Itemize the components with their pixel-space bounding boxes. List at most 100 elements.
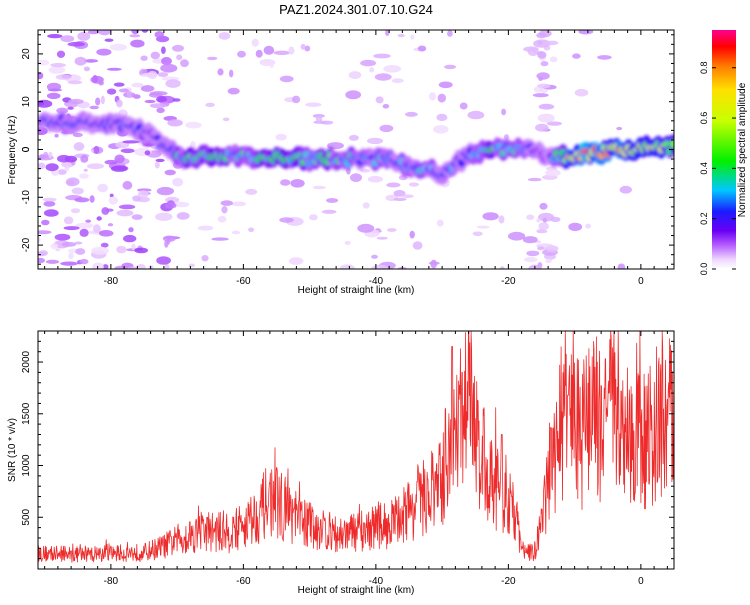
heatmap-speckle [232,230,241,235]
heatmap-speckle [74,197,90,203]
heatmap-speckle [255,49,263,58]
heatmap-speckle [176,212,190,220]
heatmap-speckle [131,214,143,220]
heatmap-speckle [367,175,383,183]
heatmap-speckle [539,202,548,210]
heatmap-speckle [504,134,509,140]
heatmap-speckle [340,264,355,269]
snr-panel: -80 -60 -40 -20 0 500 1000 1500 2000 Height of s… [7,330,675,596]
heatmap-speckle [111,165,128,172]
heatmap-speckle [64,166,70,172]
heatmap-speckle [68,98,84,105]
heatmap-speckle [96,216,102,221]
heatmap-speckle [130,39,145,48]
heatmap-speckle [115,141,130,149]
heatmap-speckle [55,248,61,252]
heatmap-speckle [161,57,172,66]
heatmap-speckle [38,72,44,80]
heatmap-speckle [67,41,85,47]
ytick-label: 0 [21,146,32,152]
heatmap-speckle [46,92,61,100]
heatmap-speckle [144,99,156,104]
heatmap-speckle [229,69,234,78]
heatmap-speckle [408,182,419,187]
heatmap-speckle [482,212,499,221]
heatmap-speckle [501,108,507,116]
heatmap-speckle [288,46,295,55]
heatmap-speckle [83,168,88,172]
heatmap-speckle [129,34,141,38]
heatmap-speckle [429,92,436,101]
heatmap-speckle [97,30,112,36]
heatmap-speckle [545,169,561,177]
heatmap-speckle [98,80,104,86]
ytick-label: 2000 [21,350,32,373]
heatmap-speckle [405,111,418,117]
heatmap-speckle [63,226,80,231]
snr-series-line [38,331,674,563]
heatmap-speckle [162,235,176,242]
heatmap-speckle [68,252,74,260]
heatmap-speckle [54,233,71,241]
heatmap-speckle [290,179,305,188]
heatmap-speckle [537,113,555,123]
heatmap-speckle [221,206,228,214]
heatmap-speckle [476,225,490,229]
heatmap-speckle [160,63,178,73]
heatmap-speckle [536,229,548,234]
heatmap-speckle [38,257,45,264]
heatmap-speckle [149,103,166,109]
colorbar-tick-label: 0.0 [699,263,709,276]
heatmap-speckle [116,99,123,108]
heatmap-speckle [542,217,548,223]
heatmap-speckle [89,105,99,110]
heatmap-speckle [57,169,67,175]
heatmap-speckle [522,236,538,244]
heatmap-speckle [315,115,323,124]
heatmap-speckle [38,236,41,243]
heatmap-speckle [546,121,563,126]
colorbar-tick-label: 0.2 [699,212,709,225]
xtick-label: -40 [369,276,384,287]
heatmap-speckle [56,50,66,58]
colorbar-tick-label: 0.6 [699,112,709,125]
heatmap-speckle [109,193,114,198]
heatmap-speckle [360,168,370,173]
heatmap-speckle [320,120,334,125]
heatmap-speckle [280,179,291,186]
heatmap-speckle [472,231,483,237]
heatmap-speckle [619,185,632,194]
heatmap-speckle [537,246,545,251]
heatmap-speckle [536,218,541,223]
heatmap-speckle [540,61,549,67]
heatmap-speckle [107,223,114,227]
heatmap-speckle [96,48,112,56]
heatmap-speckle [156,186,174,196]
heatmap-speckle [574,88,589,97]
heatmap-speckle [79,228,89,237]
heatmap-speckle [387,228,397,232]
heatmap-speckle [498,215,505,224]
heatmap-speckle [428,261,440,265]
heatmap-speckle [48,66,66,74]
heatmap-speckle [87,30,100,35]
heatmap-speckle [350,173,362,183]
heatmap-speckle [237,50,246,58]
heatmap-speckle [131,243,136,250]
heatmap-speckle [533,39,551,48]
heatmap-speckle [104,38,114,42]
heatmap-speckle [127,266,138,269]
heatmap-speckle [568,222,583,232]
heatmap-speckle [527,47,539,56]
heatmap-speckle [106,67,122,71]
heatmap-speckle [137,190,149,198]
heatmap-speckle [93,224,101,234]
heatmap-speckle [362,202,370,209]
heatmap-speckle [126,90,132,99]
heatmap-speckle [369,67,375,73]
snr-axes: -80 -60 -40 -20 0 500 1000 1500 2000 [21,330,674,587]
heatmap-speckle [344,240,351,245]
heatmap-speckle [72,132,83,138]
ytick-label: 1500 [21,402,32,425]
heatmap-speckle [507,231,526,241]
